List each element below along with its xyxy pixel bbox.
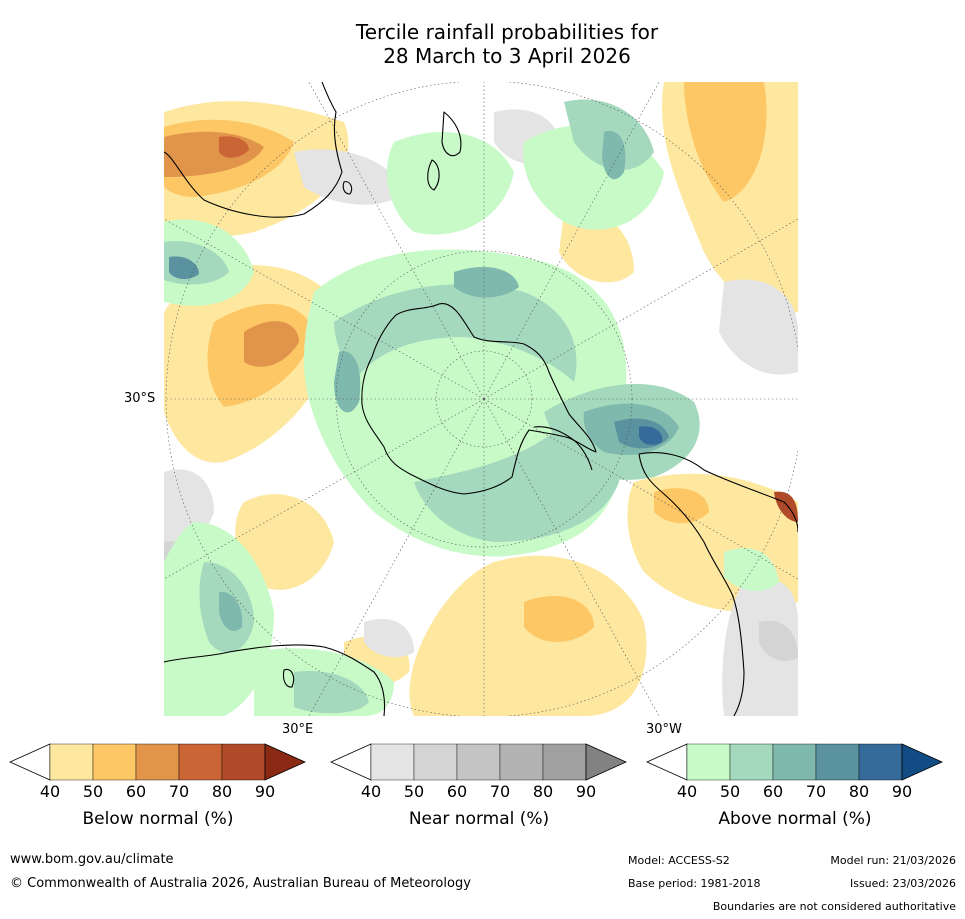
colorbar-tick-label: 70 (168, 782, 190, 801)
latitude-label-30s: 30°S (124, 391, 156, 406)
title-line-2: 28 March to 3 April 2026 (383, 44, 631, 68)
colorbar-tick-label: 70 (489, 782, 511, 801)
colorbar-tick-label: 90 (891, 782, 913, 801)
colorbar-segment (542, 743, 587, 781)
above-normal-region (639, 426, 663, 445)
colorbar-tick-label: 50 (82, 782, 104, 801)
above-normal-region (386, 132, 514, 235)
colorbar-segment (49, 743, 94, 781)
probability-field (164, 82, 798, 716)
below-normal-region (684, 82, 767, 202)
new-zealand-south (427, 159, 440, 191)
below-normal-region (244, 321, 299, 367)
above-normal-region (169, 256, 199, 280)
copyright-notice: © Commonwealth of Australia 2026, Austra… (10, 876, 471, 891)
above-normal-region (454, 267, 519, 298)
colorbar-segment (456, 743, 501, 781)
above-normal-region (334, 351, 361, 413)
new-zealand-north (441, 111, 462, 157)
colorbar-above-normal (646, 743, 943, 781)
tasmania (342, 181, 353, 195)
antarctica-coastline (361, 303, 597, 495)
below-normal-region (219, 136, 249, 158)
colorbar-segment (772, 743, 817, 781)
colorbar-extend-max (264, 743, 306, 781)
map-canvas (164, 82, 798, 716)
longitude-label-30w: 30°W (646, 722, 682, 737)
longitude-label-30e: 30°E (282, 722, 314, 737)
colorbar-tick-label: 90 (575, 782, 597, 801)
colorbar-tick-label: 80 (211, 782, 233, 801)
near-normal-region (364, 618, 414, 658)
legend-above-normal: Above normal (%) 40 50 60 70 80 90 (645, 742, 955, 842)
title-line-1: Tercile rainfall probabilities for (355, 20, 659, 44)
colorbar-tick-label: 40 (39, 782, 61, 801)
colorbar-tick-label: 80 (848, 782, 870, 801)
above-normal-region (334, 284, 577, 382)
colorbar-segment (499, 743, 544, 781)
above-normal-region (219, 591, 243, 632)
colorbar-tick-label: 50 (719, 782, 741, 801)
near-normal-region (759, 620, 798, 662)
map-title: Tercile rainfall probabilities for 28 Ma… (0, 20, 965, 68)
legend-label-above-normal: Above normal (%) (718, 809, 872, 829)
colorbar-segment (686, 743, 731, 781)
colorbar-tick-label: 70 (805, 782, 827, 801)
colorbar-tick-label: 60 (125, 782, 147, 801)
below-normal-region (409, 555, 647, 716)
africa-coastline (164, 644, 386, 716)
colorbar-below-normal (9, 743, 306, 781)
below-normal-region (524, 596, 594, 642)
colorbar-tick-label: 60 (762, 782, 784, 801)
graticule (164, 82, 798, 716)
legend-label-below-normal: Below normal (%) (82, 809, 234, 829)
issued-date: Issued: 23/03/2026 (849, 877, 956, 890)
rainfall-probability-map (164, 82, 798, 716)
colorbar-extend-max (585, 743, 627, 781)
south-america-coastline (638, 452, 798, 716)
colorbar-extend-max (901, 743, 943, 781)
colorbar-tick-label: 40 (676, 782, 698, 801)
above-normal-region (294, 671, 369, 714)
colorbar-tick-label: 60 (446, 782, 468, 801)
base-period: Base period: 1981-2018 (628, 877, 761, 890)
model-name: Model: ACCESS-S2 (628, 854, 730, 867)
colorbar-segment (92, 743, 137, 781)
colorbar-segment (858, 743, 903, 781)
below-normal-region (235, 494, 334, 590)
below-normal-region (774, 491, 798, 522)
colorbar-segment (815, 743, 860, 781)
near-normal-region (294, 149, 404, 205)
colorbar-segment (178, 743, 223, 781)
above-normal-region (602, 131, 626, 180)
below-normal-region (559, 210, 634, 283)
legend-below-normal: Below normal (%) 40 50 60 70 80 90 (8, 742, 318, 842)
above-normal-region (414, 429, 620, 542)
colorbar-segment (413, 743, 458, 781)
near-normal-region (722, 578, 798, 716)
colorbar-extend-min (9, 743, 51, 781)
near-normal-region (719, 279, 798, 375)
colorbar-extend-min (330, 743, 372, 781)
legend-label-near-normal: Near normal (%) (408, 809, 550, 829)
colorbar-tick-label: 90 (254, 782, 276, 801)
colorbar-near-normal (330, 743, 627, 781)
coastlines (164, 82, 798, 716)
colorbar-segment (135, 743, 180, 781)
colorbar-segment (221, 743, 266, 781)
australia-coastline (164, 82, 343, 218)
colorbar-segment (729, 743, 774, 781)
colorbar-tick-label: 50 (403, 782, 425, 801)
model-run-date: Model run: 21/03/2026 (830, 854, 956, 867)
colorbar-extend-min (646, 743, 688, 781)
antarctic-peninsula (533, 426, 593, 471)
legend-near-normal: Near normal (%) 40 50 60 70 80 90 (329, 742, 639, 842)
colorbar-tick-label: 40 (360, 782, 382, 801)
madagascar (282, 668, 295, 688)
colorbar-segment (370, 743, 415, 781)
website-link[interactable]: www.bom.gov.au/climate (10, 852, 174, 867)
boundaries-disclaimer: Boundaries are not considered authoritat… (712, 900, 956, 913)
colorbar-tick-label: 80 (532, 782, 554, 801)
above-normal-region (724, 548, 779, 592)
